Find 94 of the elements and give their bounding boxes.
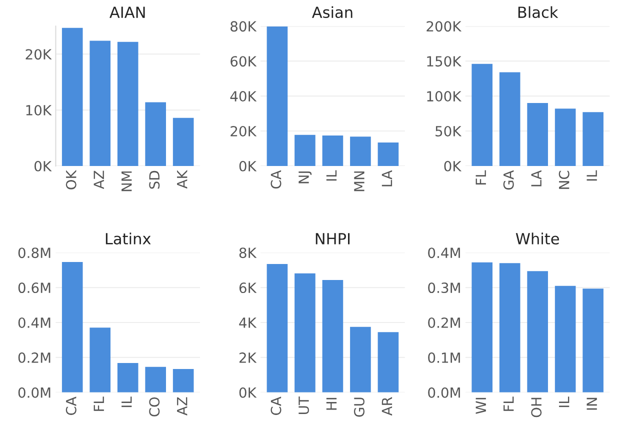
bar [172, 368, 194, 392]
y-tick-label: 100K [427, 91, 462, 102]
y-tick-label: 0.2M [18, 352, 50, 363]
x-tick-label: AZ [94, 170, 104, 190]
bar [378, 142, 399, 166]
x-tick-label: IL [122, 396, 132, 408]
y-tick-label: 0.6M [18, 282, 50, 294]
bar [266, 26, 288, 166]
x-tick-label: AR [382, 396, 392, 416]
y-tick-label: 0K [444, 160, 462, 172]
bar [582, 112, 604, 166]
x-tick-label: NM [122, 171, 132, 192]
chart-title: White [516, 232, 559, 244]
x-tick-label: OH [531, 398, 542, 418]
y-tick-label: 0.4M [428, 248, 460, 258]
x-tick-label: NJ [298, 171, 312, 184]
bar [322, 136, 344, 166]
x-tick-label: IL [586, 170, 597, 181]
x-tick-label: SD [149, 170, 160, 189]
x-tick-label: WI [476, 398, 486, 414]
x-tick-label: FL [94, 396, 104, 411]
y-tick-label: 0.3M [428, 282, 460, 294]
bar [472, 262, 492, 392]
y-tick-label: 40K [230, 91, 257, 102]
x-tick-label: CA [270, 396, 282, 415]
y-tick-label: 0.0M [18, 387, 50, 398]
bar [527, 271, 548, 392]
x-tick-label: HI [326, 398, 337, 410]
x-tick-label: MN [354, 171, 364, 192]
y-tick-label: 2K [239, 352, 257, 363]
y-tick-label: 50K [436, 126, 462, 136]
y-tick-label: 60K [230, 56, 257, 67]
x-tick-label: CO [149, 397, 160, 416]
bar [554, 286, 576, 392]
bar [62, 28, 83, 166]
bar [90, 40, 111, 166]
x-tick-label: UT [298, 396, 309, 414]
x-tick-label: IL [559, 396, 570, 408]
y-tick-label: 0.0M [428, 387, 460, 398]
chart-title: Asian [312, 6, 352, 18]
y-tick-label: 20K [26, 49, 52, 60]
x-tick-label: IL [326, 170, 337, 181]
x-tick-label: IN [586, 398, 597, 410]
bar [145, 366, 166, 392]
y-tick-label: 80K [230, 21, 257, 32]
y-tick-label: 0K [239, 160, 257, 172]
x-tick-label: LA [531, 170, 542, 186]
x-tick-label: FL [476, 170, 486, 184]
bar [350, 326, 371, 392]
chart-title: AIAN [110, 6, 145, 18]
bar [499, 263, 520, 392]
bar [527, 103, 548, 166]
bar [499, 72, 520, 166]
bar [294, 273, 316, 392]
chart-title: NHPI [316, 233, 350, 244]
x-tick-label: NC [558, 170, 570, 189]
x-tick-label: AK [177, 170, 188, 189]
y-tick-label: 4K [239, 318, 257, 328]
bar [117, 363, 138, 392]
bar [582, 288, 604, 392]
y-tick-label: 0.2M [428, 317, 460, 328]
y-tick-label: 0K [239, 387, 257, 398]
bar [145, 102, 166, 166]
x-tick-label: AZ [177, 397, 188, 416]
x-tick-label: LA [382, 170, 392, 186]
y-tick-label: 20K [230, 126, 257, 136]
bar [62, 262, 83, 392]
bar [90, 328, 111, 392]
y-tick-label: 0.1M [428, 352, 460, 363]
y-tick-label: 0.4M [18, 317, 50, 328]
x-tick-label: CA [66, 396, 76, 415]
x-tick-label: GU [354, 398, 364, 417]
y-tick-label: 0.8M [18, 248, 50, 258]
bar [322, 280, 344, 392]
y-tick-label: 6K [239, 282, 257, 294]
bar [266, 264, 288, 392]
bar [472, 64, 492, 166]
y-tick-label: 0K [34, 160, 52, 172]
bar [294, 134, 316, 166]
chart-title: Black [518, 6, 558, 18]
bar [554, 108, 576, 166]
x-tick-label: GA [503, 170, 514, 190]
bar [350, 136, 371, 166]
y-tick-label: 10K [26, 105, 52, 116]
x-tick-label: FL [504, 396, 514, 411]
y-tick-label: 8K [239, 248, 257, 258]
bar [117, 42, 138, 166]
x-tick-label: OK [66, 170, 76, 190]
y-tick-label: 150K [427, 56, 462, 67]
bar [378, 332, 399, 392]
bar [172, 118, 194, 166]
x-tick-label: CA [270, 170, 282, 189]
y-tick-label: 200K [426, 21, 462, 32]
chart-title: Latinx [106, 232, 151, 244]
